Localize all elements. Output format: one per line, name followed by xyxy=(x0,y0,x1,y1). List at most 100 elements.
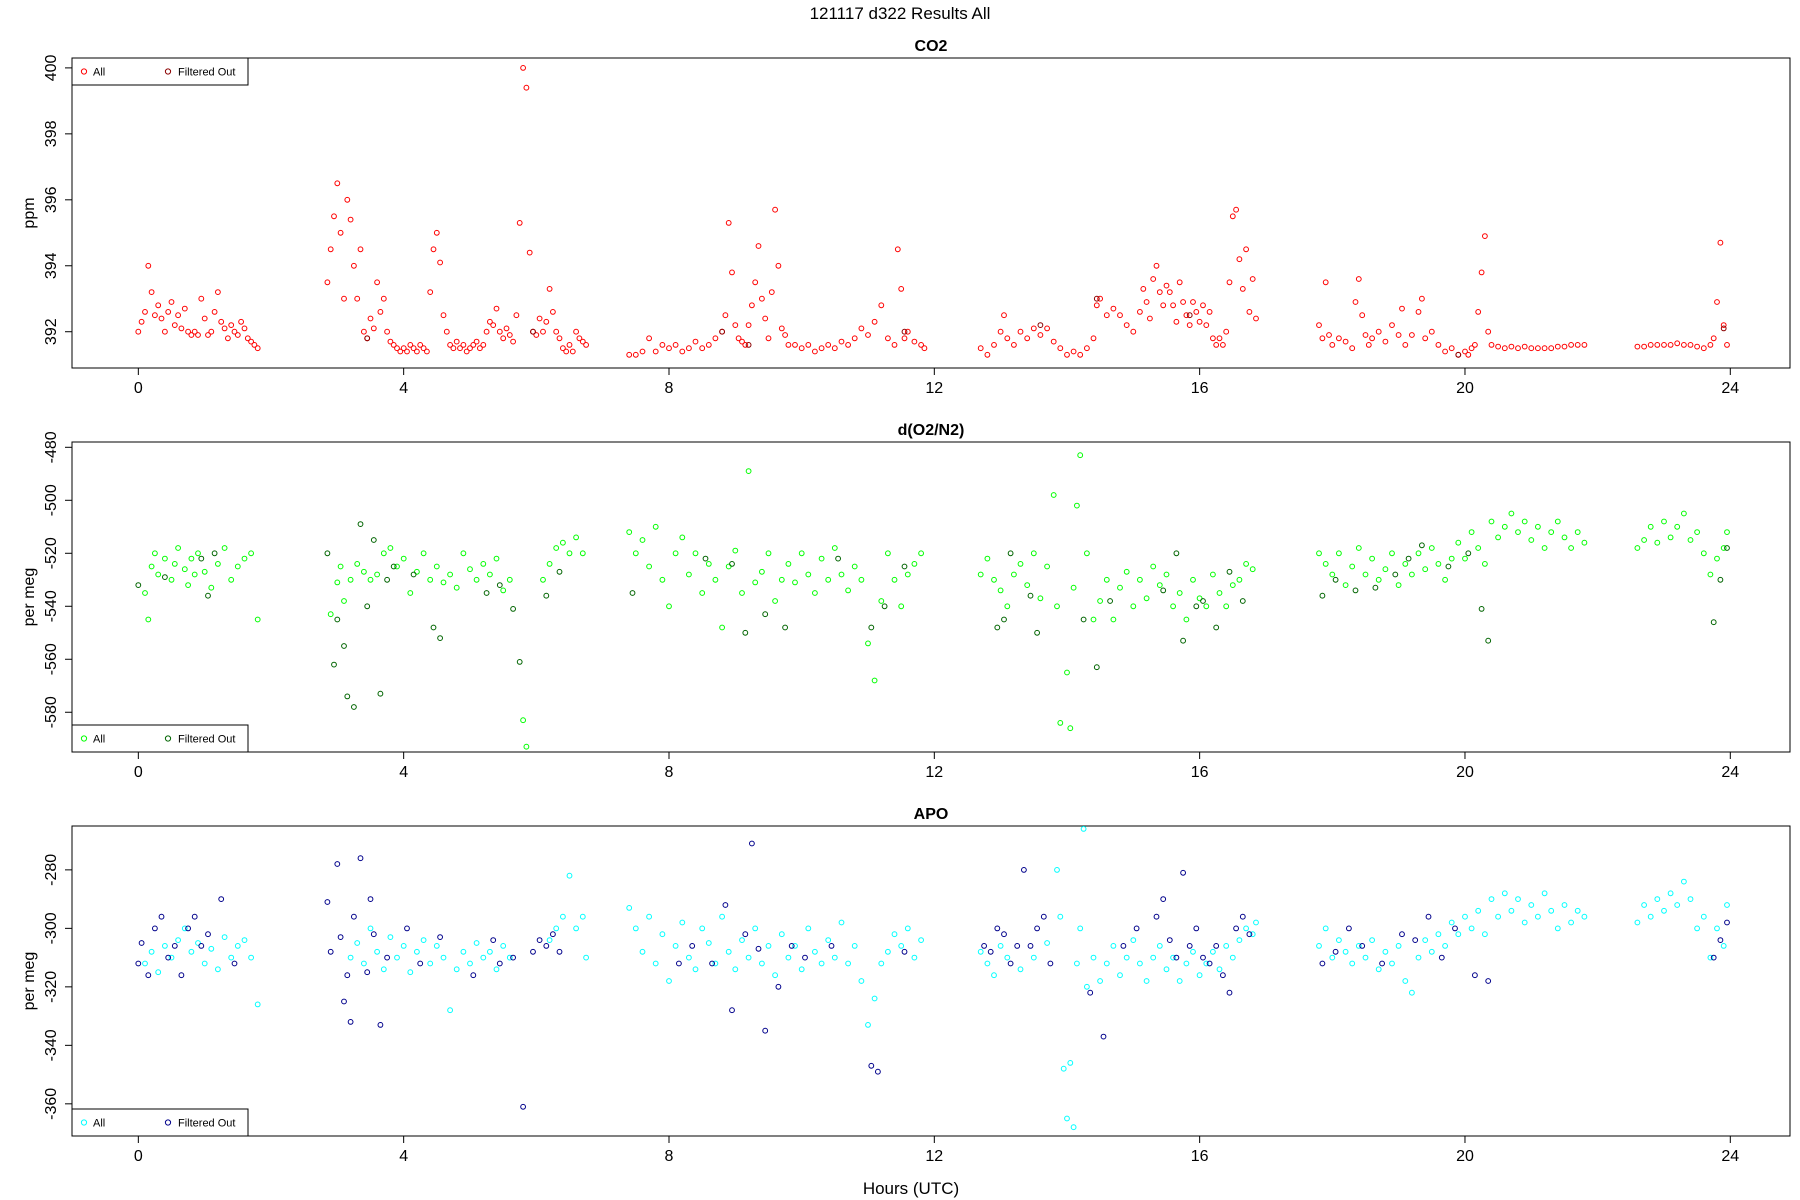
data-point-all xyxy=(1541,345,1548,352)
data-point-all xyxy=(805,571,812,578)
data-point-all xyxy=(553,545,560,551)
data-point-all xyxy=(573,534,579,541)
panel-o2n2: d(O2/N2) per meg 0 4 8 12 16 20 24 -580 -560 -540… xyxy=(21,422,1791,781)
data-point-all xyxy=(228,576,235,583)
data-point-all xyxy=(759,568,765,575)
data-point-all xyxy=(540,576,546,583)
data-point-all xyxy=(1402,978,1409,984)
data-point-all xyxy=(778,931,785,938)
data-point-all xyxy=(1415,309,1422,315)
data-point-all xyxy=(639,537,646,543)
data-point-all xyxy=(1465,351,1472,358)
data-point-all xyxy=(248,338,255,345)
data-point-all xyxy=(424,348,430,355)
data-point-filtered xyxy=(828,943,835,949)
data-point-all xyxy=(1694,529,1700,535)
data-point-all xyxy=(1342,948,1349,955)
data-point-all xyxy=(460,342,467,348)
data-point-all xyxy=(1153,262,1160,269)
data-point-all xyxy=(1200,302,1206,309)
data-point-all xyxy=(556,335,563,342)
data-point-all xyxy=(798,966,805,973)
data-point-filtered xyxy=(729,1007,735,1014)
data-point-all xyxy=(785,342,792,348)
data-point-all xyxy=(579,550,586,557)
data-point-filtered xyxy=(1107,598,1113,604)
data-point-all xyxy=(1521,343,1528,350)
data-point-all xyxy=(1442,348,1448,355)
data-point-all xyxy=(367,315,374,322)
data-point-all xyxy=(1548,907,1555,914)
data-point-all xyxy=(1004,954,1011,961)
data-point-filtered xyxy=(1034,629,1040,636)
data-point-filtered xyxy=(875,1068,881,1075)
data-point-all xyxy=(699,925,706,932)
data-point-all xyxy=(546,561,553,567)
data-point-filtered xyxy=(530,328,536,335)
data-point-all xyxy=(885,550,891,557)
data-point-all xyxy=(463,348,470,355)
legend-label-filtered: Filtered Out xyxy=(178,1118,235,1130)
data-point-all xyxy=(1435,342,1442,348)
x-tick-label: 20 xyxy=(1456,1148,1474,1165)
data-point-all xyxy=(1717,239,1724,246)
data-point-all xyxy=(162,943,168,949)
data-point-all xyxy=(871,995,878,1002)
data-point-all xyxy=(1017,561,1024,567)
data-point-all xyxy=(672,550,679,557)
data-point-all xyxy=(1253,919,1259,926)
data-point-all xyxy=(1243,561,1249,567)
data-point-all xyxy=(632,550,639,557)
data-point-all xyxy=(712,335,719,342)
data-point-all xyxy=(1468,345,1475,352)
data-point-all xyxy=(752,579,759,586)
data-point-all xyxy=(1176,590,1183,596)
data-point-all xyxy=(772,598,778,604)
data-point-all xyxy=(991,342,997,348)
data-point-filtered xyxy=(364,335,371,342)
data-point-filtered xyxy=(404,925,410,932)
data-point-all xyxy=(185,582,192,588)
data-point-filtered xyxy=(1120,943,1127,949)
data-point-filtered xyxy=(324,550,331,557)
data-point-filtered xyxy=(901,563,908,570)
data-point-all xyxy=(1130,328,1137,335)
data-point-all xyxy=(1213,342,1220,348)
data-point-all xyxy=(666,978,672,984)
data-point-all xyxy=(1316,550,1322,557)
data-point-all xyxy=(1667,342,1674,348)
data-point-all xyxy=(1362,571,1369,578)
data-point-all xyxy=(1090,335,1097,342)
data-point-filtered xyxy=(1372,584,1379,591)
data-point-all xyxy=(1190,576,1196,583)
data-point-all xyxy=(1067,725,1074,732)
data-point-filtered xyxy=(901,328,908,335)
data-point-all xyxy=(898,603,905,610)
data-point-all xyxy=(152,312,158,319)
data-point-all xyxy=(1687,896,1694,902)
data-point-all xyxy=(825,937,832,943)
data-point-filtered xyxy=(496,960,503,967)
data-point-all xyxy=(759,295,765,302)
data-point-all xyxy=(487,948,493,955)
data-point-all xyxy=(334,579,341,586)
data-point-all xyxy=(891,931,898,938)
data-point-all xyxy=(1707,954,1714,961)
data-point-all xyxy=(997,587,1004,594)
data-point-all xyxy=(1170,603,1176,610)
data-point-all xyxy=(1382,566,1389,573)
data-point-filtered xyxy=(775,983,782,990)
data-point-filtered xyxy=(370,931,377,938)
data-point-all xyxy=(215,966,221,973)
data-point-all xyxy=(404,348,410,355)
data-point-all xyxy=(1382,338,1389,345)
data-point-all xyxy=(1322,279,1329,286)
data-point-all xyxy=(1110,616,1117,623)
data-point-all xyxy=(626,529,633,535)
data-point-filtered xyxy=(1186,312,1193,319)
data-point-all xyxy=(1137,576,1143,583)
data-point-all xyxy=(142,590,148,596)
data-point-all xyxy=(1329,342,1336,348)
data-point-all xyxy=(626,905,633,911)
data-point-all xyxy=(347,216,354,223)
